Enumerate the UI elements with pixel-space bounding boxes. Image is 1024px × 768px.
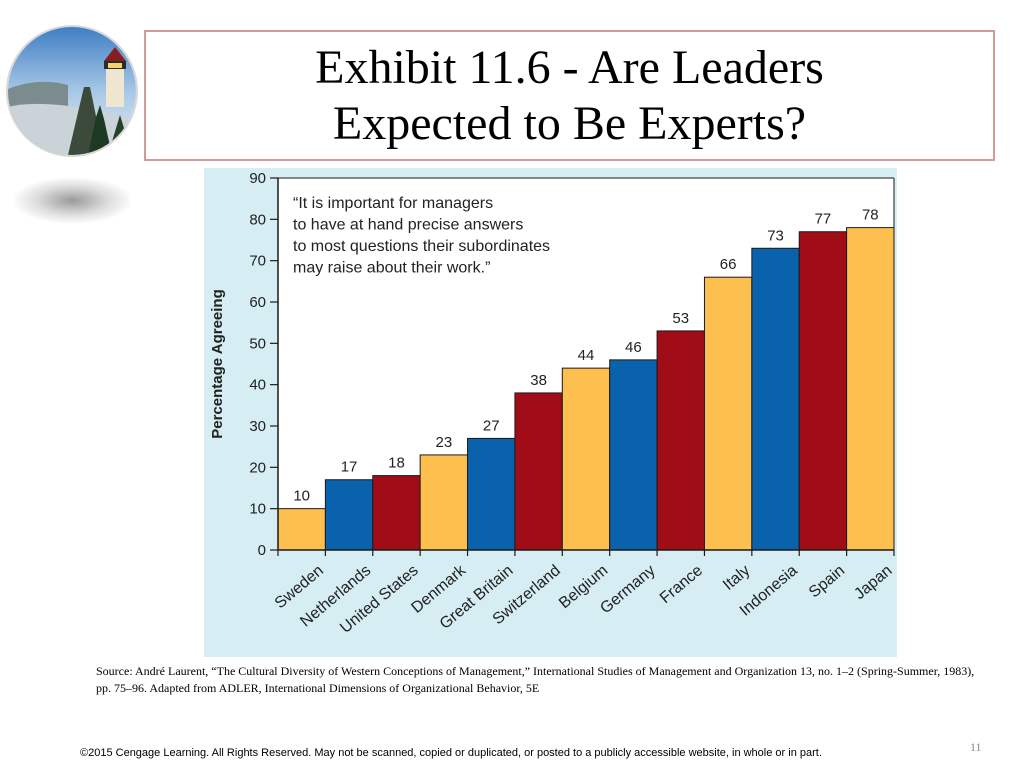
y-tick-label: 30 (249, 418, 266, 435)
y-tick-label: 10 (249, 501, 266, 518)
bar (324, 479, 374, 551)
bar (419, 454, 469, 551)
bar (846, 227, 895, 551)
y-axis-label: Percentage Agreeing (209, 289, 226, 439)
bar (656, 330, 705, 551)
bar (372, 475, 421, 551)
title-box: Exhibit 11.6 - Are Leaders Expected to B… (144, 30, 995, 161)
value-label: 38 (530, 372, 547, 389)
slide-title: Exhibit 11.6 - Are Leaders Expected to B… (315, 40, 824, 152)
value-label: 73 (767, 227, 784, 244)
y-tick-label: 90 (249, 170, 266, 187)
bar (277, 508, 326, 551)
value-label: 78 (862, 207, 879, 224)
logo-shadow (15, 178, 130, 223)
bar (609, 359, 658, 551)
value-label: 53 (672, 310, 689, 327)
bar-chart: 10 17 18 23 27 38 44 46 53 66 73 77 78 0 10 20 30 40 50 60 7… (204, 168, 897, 657)
bar (514, 392, 563, 551)
value-label: 46 (625, 339, 642, 356)
copyright-footer: ©2015 Cengage Learning. All Rights Reser… (80, 747, 822, 759)
bar (703, 276, 753, 551)
chart-svg: 10 17 18 23 27 38 44 46 53 66 73 77 78 0 10 20 30 40 50 60 7… (204, 168, 897, 657)
y-tick-label: 50 (249, 335, 266, 352)
title-line-2: Expected to Be Experts? (332, 96, 807, 150)
value-label: 44 (578, 347, 595, 364)
y-tick-label: 40 (249, 377, 266, 394)
quote-line: to have at hand precise answers (293, 217, 523, 234)
value-label: 17 (341, 459, 358, 476)
value-label: 27 (483, 417, 500, 434)
bar (561, 367, 611, 551)
y-tick-label: 0 (258, 542, 266, 559)
source-citation: Source: André Laurent, “The Cultural Div… (96, 664, 975, 695)
y-tick-label: 20 (249, 459, 266, 476)
value-label: 23 (436, 434, 453, 451)
lighthouse-logo (8, 27, 136, 155)
quote-line: may raise about their work.” (293, 260, 490, 277)
value-label: 18 (388, 455, 405, 472)
value-label: 77 (815, 211, 832, 228)
bar (467, 437, 516, 551)
value-label: 66 (720, 256, 737, 273)
y-tick-label: 70 (249, 253, 266, 270)
bar (798, 231, 848, 551)
title-line-1: Exhibit 11.6 - Are Leaders (315, 40, 824, 94)
value-label: 10 (293, 488, 310, 505)
quote-line: “It is important for managers (293, 195, 493, 212)
y-tick-label: 60 (249, 294, 266, 311)
bar (751, 247, 800, 551)
quote-line: to most questions their subordinates (293, 238, 550, 255)
page-number: 11 (970, 740, 982, 754)
y-tick-label: 80 (249, 211, 266, 228)
